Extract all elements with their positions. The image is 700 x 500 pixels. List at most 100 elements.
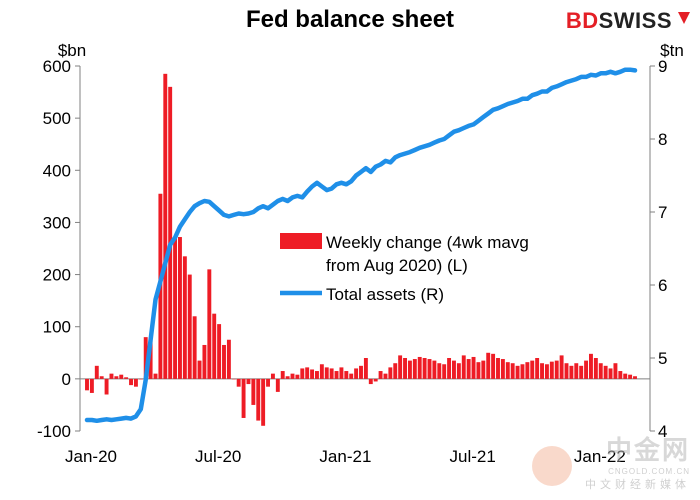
left-tick-label: 600 [43,57,71,76]
left-tick-label: 0 [62,370,71,389]
brand-logo-bd: BD [565,8,599,33]
legend-label-weekly-change: Weekly change (4wk mavg [326,233,529,252]
bar [153,373,158,379]
x-tick-label: Jan-21 [319,447,371,466]
bar [574,363,579,379]
bar [124,377,129,379]
bar [584,360,589,379]
bar [319,364,324,379]
bar [104,378,109,395]
right-tick-label: 6 [658,276,667,295]
right-tick-label: 4 [658,422,667,441]
bar [481,360,486,379]
bar [471,356,476,379]
bar [315,371,319,379]
bar [300,368,305,379]
bar [133,378,138,387]
bar [461,355,466,379]
bar [628,374,633,379]
bar [285,376,290,379]
left-tick-label: 300 [43,213,71,232]
bar [383,373,388,379]
bar [217,324,222,379]
bar [94,365,99,379]
bar [354,368,359,379]
bar [388,367,393,379]
left-tick-label: 100 [43,318,71,337]
bar [466,359,471,379]
bar [598,363,603,379]
bar [168,86,173,379]
bar [544,364,549,379]
bar [295,374,300,379]
legend-label-weekly-change: from Aug 2020) (L) [326,256,468,275]
bar [530,360,535,379]
bar [452,360,456,379]
x-tick-label: Jan-22 [574,447,626,466]
bar [359,365,363,379]
right-tick-label: 5 [658,349,667,368]
bar [222,344,226,379]
left-tick-label: 200 [43,266,71,285]
bar [202,344,207,379]
bar [603,365,608,379]
bar [564,363,569,379]
watermark: 中金网 CNGOLD.COM.CN 中文财经新媒体 [585,430,690,492]
right-tick-label: 9 [658,57,667,76]
bar [85,378,89,391]
bar [246,378,251,385]
bar [437,363,442,379]
bar [119,374,124,379]
x-tick-label: Jan-20 [65,447,117,466]
bar [525,362,530,379]
x-tick-label: Jul-20 [195,447,241,466]
brand-logo: BDSWISS [566,8,672,34]
bar [138,378,143,380]
bar [290,373,295,379]
bar [339,367,344,379]
watermark-coin-icon [532,446,572,486]
right-tick-label: 8 [658,130,667,149]
bar [368,378,373,385]
legend-label-total-assets: Total assets (R) [326,285,444,304]
bar [148,341,153,379]
bar [491,353,496,379]
bar [633,376,637,379]
right-axis-unit: $tn [660,41,684,60]
bar [89,378,94,393]
bar [192,316,197,379]
bar [496,358,500,379]
bar [427,359,432,379]
bar [476,362,481,379]
bar [129,378,133,386]
bar [520,364,525,379]
bar [593,358,598,379]
bar [432,360,437,379]
chart-title: Fed balance sheet [245,6,455,33]
bar [442,364,447,379]
bar [143,337,148,379]
bar [608,368,613,379]
bar [207,269,212,379]
bar [569,365,574,379]
bar [275,378,280,392]
bar [197,360,202,379]
bar [310,369,315,379]
bar [422,358,427,379]
total-assets-line [84,67,638,424]
bar [266,378,270,387]
brand-logo-swiss: SWISS [598,8,672,33]
bar [305,367,310,379]
right-tick-label: 7 [658,203,667,222]
bar [163,73,168,379]
bar [329,368,334,379]
bar [280,371,285,379]
bar [579,365,584,379]
bar [398,355,403,379]
watermark-cn: 中文财经新媒体 [585,479,690,491]
bar [378,371,383,379]
bar [540,363,544,379]
bar [500,359,505,379]
